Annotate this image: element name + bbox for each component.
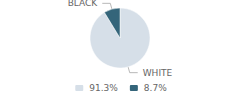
svg-text:BLACK: BLACK — [68, 0, 99, 8]
svg-text:91.3%: 91.3% — [89, 83, 118, 93]
svg-text:WHITE: WHITE — [143, 68, 173, 78]
svg-text:8.7%: 8.7% — [144, 83, 167, 93]
